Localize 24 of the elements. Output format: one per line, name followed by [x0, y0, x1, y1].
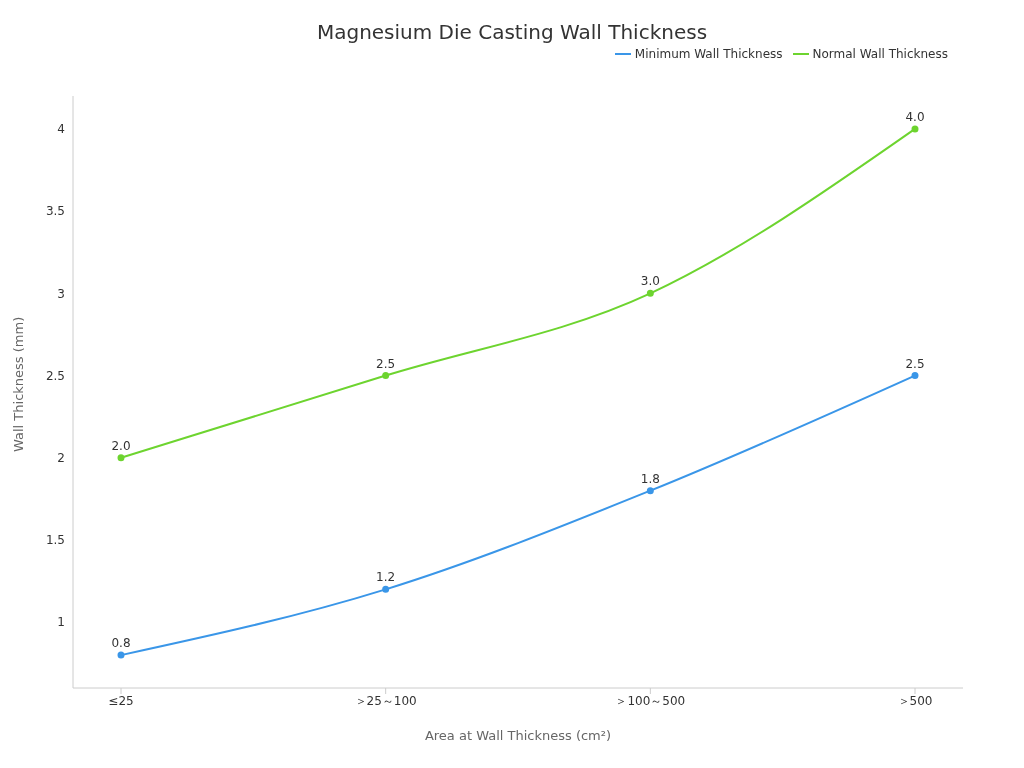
x-axis-title: Area at Wall Thickness (cm²): [424, 728, 612, 743]
data-label: 2.5: [376, 356, 396, 371]
y-tick-label: 1: [57, 615, 65, 630]
y-tick-label: 2: [57, 451, 65, 466]
data-label: 0.8: [111, 636, 131, 651]
data-label: 1.2: [376, 570, 396, 585]
x-tick-label: ≤25: [108, 693, 134, 708]
y-tick-label: 2.5: [45, 368, 65, 383]
data-label: 1.8: [640, 471, 660, 486]
chart-title: Magnesium Die Casting Wall Thickness: [315, 20, 709, 44]
y-tick-label: 4: [57, 122, 65, 137]
y-tick-label: 3: [57, 286, 65, 301]
legend-label: Minimum Wall Thickness: [634, 46, 783, 61]
y-tick-label: 1.5: [45, 533, 65, 548]
x-tick-label: ＞100～500: [615, 693, 686, 708]
y-tick-label: 3.5: [45, 204, 65, 219]
y-axis-title: Wall Thickness (mm): [10, 316, 26, 452]
data-label: 2.0: [111, 438, 131, 453]
data-label: 4.0: [905, 109, 925, 124]
data-label: 2.5: [905, 356, 925, 371]
data-label: 3.0: [640, 274, 660, 289]
x-tick-label: ＞25～100: [354, 693, 417, 708]
legend-label: Normal Wall Thickness: [812, 46, 948, 61]
x-tick-label: ＞500: [897, 693, 933, 708]
